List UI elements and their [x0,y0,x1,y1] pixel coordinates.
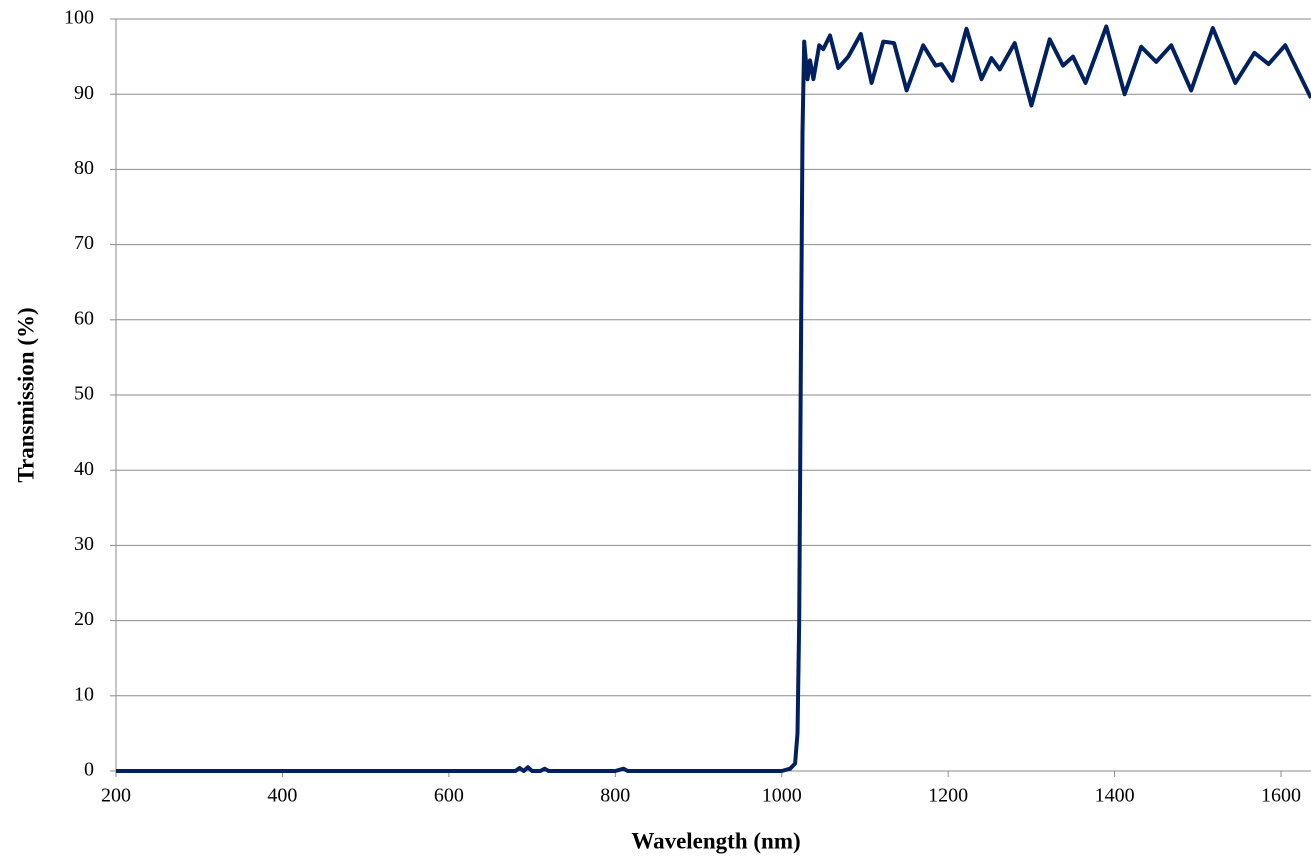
y-tick-label: 60 [74,307,94,329]
x-tick-label: 1000 [762,785,802,807]
x-axis-title: Wavelength (nm) [631,828,800,853]
x-tick-label: 200 [101,785,131,807]
x-tick-label: 1200 [928,785,968,807]
y-tick-label: 90 [74,82,94,104]
y-tick-label: 20 [74,608,94,630]
y-tick-label: 100 [64,7,94,29]
y-tick-label: 40 [74,458,94,480]
x-tick-label: 400 [267,785,297,807]
x-tick-label: 600 [434,785,464,807]
y-tick-label: 10 [74,683,94,705]
y-tick-label: 30 [74,533,94,555]
y-tick-label: 50 [74,383,94,405]
y-tick-label: 80 [74,157,94,179]
x-tick-label: 800 [600,785,630,807]
x-tick-label: 1600 [1261,785,1301,807]
y-axis-title: Transmission (%) [13,307,38,482]
x-tick-label: 1400 [1095,785,1135,807]
line [116,24,1311,773]
y-tick-label: 70 [74,232,94,254]
y-tick-label: 0 [84,759,94,781]
